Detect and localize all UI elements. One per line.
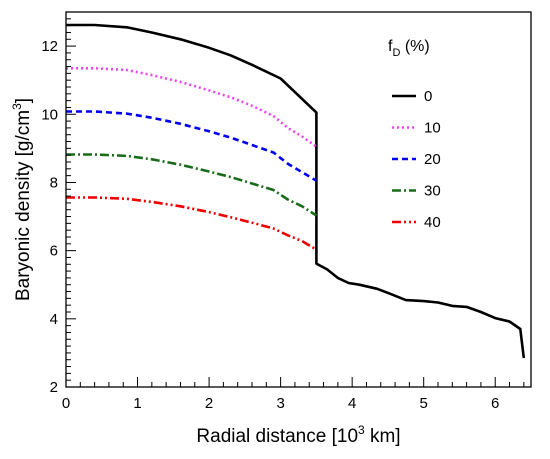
series-line-20 [66,110,318,182]
legend-label-20: 20 [424,151,441,168]
y-tick-label: 2 [50,379,58,396]
legend-label-0: 0 [424,88,432,105]
x-tick-label: 6 [491,395,499,412]
y-tick-label: 6 [50,243,58,260]
legend-title: fD (%) [388,38,430,59]
x-tick-label: 0 [62,395,70,412]
x-tick-label: 5 [420,395,428,412]
x-axis-title-sup: 3 [358,423,365,437]
y-tick-label: 4 [50,311,58,328]
series-line-30 [66,153,318,217]
legend-label-30: 30 [424,183,441,200]
legend-label-10: 10 [424,120,441,137]
y-tick-label: 8 [50,174,58,191]
series-line-0 [66,23,526,359]
x-tick-label: 4 [348,395,356,412]
legend: fD (%) 0 10 20 30 40 [388,38,441,231]
y-tick-label: 10 [41,106,58,123]
legend-title-sub: D [392,47,400,59]
series-line-40 [66,196,318,251]
series-layer [66,23,526,359]
y-tick-label: 12 [41,38,58,55]
x-tick-label: 2 [205,395,213,412]
y-axis-title-sup: 3 [10,103,24,110]
series-line-10 [66,67,318,148]
x-tick-label: 1 [133,395,141,412]
legend-label-40: 40 [424,214,441,231]
x-axis-title: Radial distance [103 km] [196,423,400,447]
x-tick-label: 3 [276,395,284,412]
y-axis-title: Baryonic density [g/cm3] [10,98,34,301]
plot-frame [65,11,532,388]
